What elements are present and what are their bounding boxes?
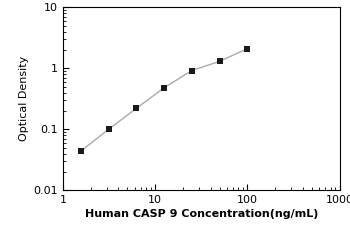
Point	[78, 149, 84, 153]
Point	[245, 47, 250, 51]
X-axis label: Human CASP 9 Concentration(ng/mL): Human CASP 9 Concentration(ng/mL)	[85, 209, 318, 219]
Point	[134, 106, 139, 110]
Point	[106, 127, 111, 131]
Point	[161, 86, 167, 90]
Point	[217, 60, 222, 63]
Point	[189, 69, 195, 72]
Y-axis label: Optical Density: Optical Density	[19, 56, 29, 142]
